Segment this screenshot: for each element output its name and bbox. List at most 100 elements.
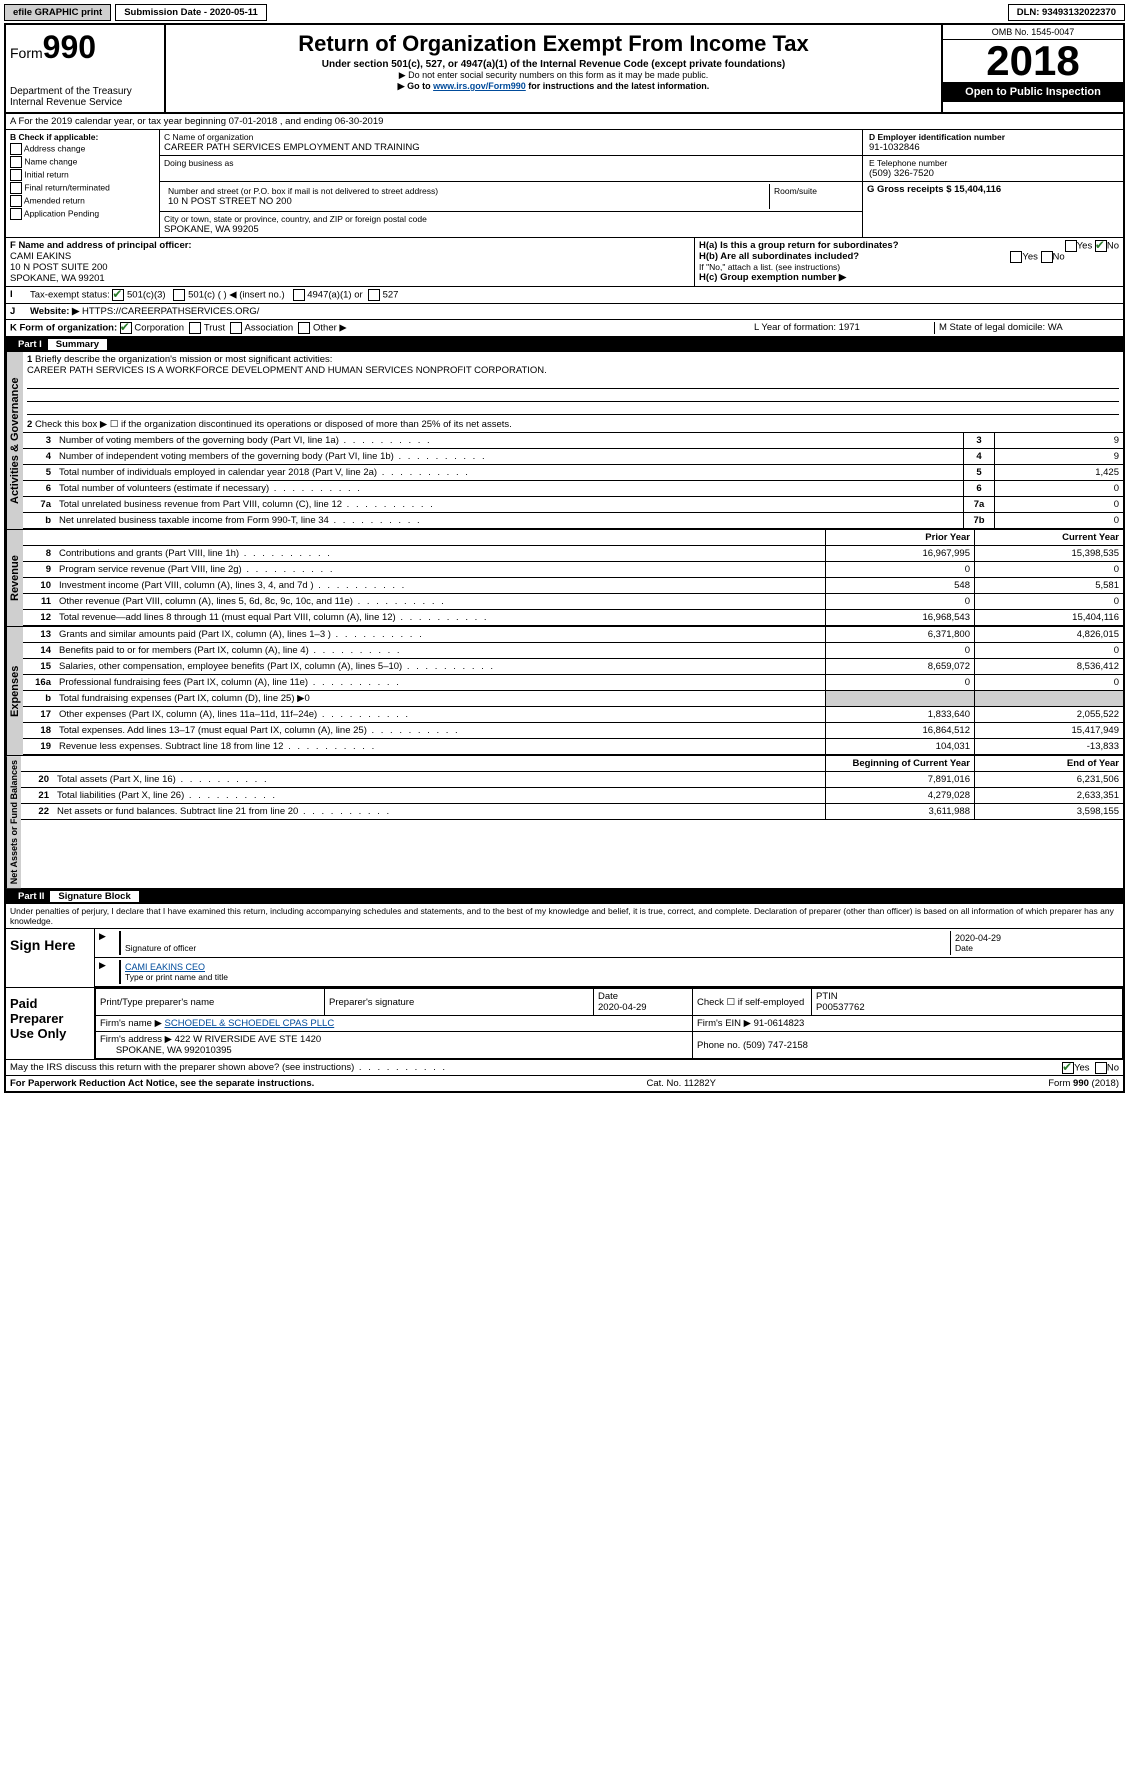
part2-head: Part II Signature Block	[6, 889, 1123, 904]
col-de: D Employer identification number 91-1032…	[863, 130, 1123, 237]
dept-treasury: Department of the Treasury	[10, 86, 160, 97]
city-label: City or town, state or province, country…	[164, 214, 858, 224]
declaration: Under penalties of perjury, I declare th…	[6, 904, 1123, 929]
prep-h2: Preparer's signature	[325, 989, 594, 1016]
sig-label: Signature of officer	[125, 943, 196, 953]
cb-pending: Application Pending	[10, 208, 155, 220]
open-public: Open to Public Inspection	[943, 82, 1123, 102]
sig-date: 2020-04-29	[955, 933, 1001, 943]
firm-name[interactable]: SCHOEDEL & SCHOEDEL CPAS PLLC	[165, 1018, 335, 1029]
top-bar: efile GRAPHIC print Submission Date - 20…	[4, 4, 1125, 21]
firm-ein: Firm's EIN ▶ 91-0614823	[693, 1016, 1123, 1032]
tab-revenue: Revenue	[6, 530, 23, 626]
preparer-table: Print/Type preparer's name Preparer's si…	[95, 988, 1123, 1059]
hb-row: H(b) Are all subordinates included? Yes …	[699, 251, 1119, 262]
dba-label: Doing business as	[164, 158, 858, 168]
tab-expenses: Expenses	[6, 627, 23, 755]
c-name-label: C Name of organization	[164, 132, 858, 142]
goto-pre: ▶ Go to	[398, 81, 433, 91]
tax-year: 2018	[943, 40, 1123, 82]
hdr-current-year: Current Year	[974, 530, 1123, 545]
tab-netassets: Net Assets or Fund Balances	[6, 756, 21, 888]
part2-title: Signature Block	[50, 891, 138, 902]
row-10: 10Investment income (Part VIII, column (…	[23, 578, 1123, 594]
gov-row-5: 5Total number of individuals employed in…	[23, 465, 1123, 481]
gov-row-6: 6Total number of volunteers (estimate if…	[23, 481, 1123, 497]
row-f-h: F Name and address of principal officer:…	[6, 238, 1123, 287]
irs-link[interactable]: www.irs.gov/Form990	[433, 81, 526, 91]
paid-preparer-block: Paid Preparer Use Only Print/Type prepar…	[6, 988, 1123, 1060]
row-j: J Website: ▶ HTTPS://CAREERPATHSERVICES.…	[6, 304, 1123, 320]
form-outer: Form990 Department of the Treasury Inter…	[4, 23, 1125, 1093]
irs-label: Internal Revenue Service	[10, 97, 160, 108]
revenue-section: Revenue Prior Year Current Year 8Contrib…	[6, 530, 1123, 627]
gov-row-7a: 7aTotal unrelated business revenue from …	[23, 497, 1123, 513]
form-header: Form990 Department of the Treasury Inter…	[6, 25, 1123, 114]
f-addr2: SPOKANE, WA 99201	[10, 273, 690, 284]
prep-h1: Print/Type preparer's name	[96, 989, 325, 1016]
part2-label: Part II	[12, 891, 50, 902]
hc-row: H(c) Group exemption number ▶	[699, 272, 1119, 283]
firm-phone: Phone no. (509) 747-2158	[693, 1032, 1123, 1059]
gov-row-4: 4Number of independent voting members of…	[23, 449, 1123, 465]
org-city: SPOKANE, WA 99205	[164, 224, 858, 235]
l-year: L Year of formation: 1971	[754, 322, 935, 334]
org-addr: 10 N POST STREET NO 200	[168, 196, 765, 207]
e-label: E Telephone number	[869, 158, 1117, 168]
f-addr1: 10 N POST SUITE 200	[10, 262, 690, 273]
officer-name[interactable]: CAMI EAKINS CEO	[125, 962, 205, 972]
form-990-label: Form990	[10, 29, 160, 66]
expenses-section: Expenses 13Grants and similar amounts pa…	[6, 627, 1123, 756]
row-21: 21Total liabilities (Part X, line 26) 4,…	[21, 788, 1123, 804]
cb-initial: Initial return	[10, 169, 155, 181]
row-15: 15Salaries, other compensation, employee…	[23, 659, 1123, 675]
phone: (509) 326-7520	[869, 168, 1117, 179]
l1-value: CAREER PATH SERVICES IS A WORKFORCE DEVE…	[27, 365, 547, 376]
form-title: Return of Organization Exempt From Incom…	[174, 31, 933, 57]
form-ref: Form 990 (2018)	[1048, 1078, 1119, 1089]
row-14: 14Benefits paid to or for members (Part …	[23, 643, 1123, 659]
cb-name: Name change	[10, 156, 155, 168]
l1-label: Briefly describe the organization's miss…	[35, 354, 333, 365]
d-label: D Employer identification number	[869, 132, 1117, 142]
dln-box: DLN: 93493132022370	[1008, 4, 1125, 21]
row-18: 18Total expenses. Add lines 13–17 (must …	[23, 723, 1123, 739]
prep-h4: Check ☐ if self-employed	[693, 989, 812, 1016]
row-13: 13Grants and similar amounts paid (Part …	[23, 627, 1123, 643]
row-16b: bTotal fundraising expenses (Part IX, co…	[23, 691, 1123, 707]
firm-addr: 422 W RIVERSIDE AVE STE 1420	[175, 1034, 322, 1045]
part1-head: Part I Summary	[6, 337, 1123, 352]
hdr-begin-year: Beginning of Current Year	[825, 756, 974, 771]
row-11: 11Other revenue (Part VIII, column (A), …	[23, 594, 1123, 610]
discuss-row: May the IRS discuss this return with the…	[6, 1060, 1123, 1076]
row-i: I Tax-exempt status: 501(c)(3) 501(c) ( …	[6, 287, 1123, 304]
sign-here-block: Sign Here ▶ Signature of officer 2020-04…	[6, 929, 1123, 988]
efile-box[interactable]: efile GRAPHIC print	[4, 4, 111, 21]
room-label: Room/suite	[774, 186, 854, 196]
col-b: B Check if applicable: Address change Na…	[6, 130, 160, 237]
row-klm: K Form of organization: Corporation Trus…	[6, 320, 1123, 337]
hdr-prior-year: Prior Year	[825, 530, 974, 545]
ptin: P00537762	[816, 1002, 865, 1013]
cb-address: Address change	[10, 143, 155, 155]
j-label: Website: ▶	[30, 306, 79, 317]
note-goto: ▶ Go to www.irs.gov/Form990 for instruct…	[174, 81, 933, 92]
addr-label: Number and street (or P.O. box if mail i…	[168, 186, 765, 196]
k-label: K Form of organization:	[10, 323, 117, 334]
hdr-end-year: End of Year	[974, 756, 1123, 771]
row-17: 17Other expenses (Part IX, column (A), l…	[23, 707, 1123, 723]
part1-title: Summary	[48, 339, 107, 350]
goto-post: for instructions and the latest informat…	[526, 81, 710, 91]
row-22: 22Net assets or fund balances. Subtract …	[21, 804, 1123, 820]
netassets-section: Net Assets or Fund Balances Beginning of…	[6, 756, 1123, 889]
f-label: F Name and address of principal officer:	[10, 240, 690, 251]
row-9: 9Program service revenue (Part VIII, lin…	[23, 562, 1123, 578]
row-20: 20Total assets (Part X, line 16) 7,891,0…	[21, 772, 1123, 788]
form-number: 990	[43, 29, 96, 65]
h-note: If "No," attach a list. (see instruction…	[699, 262, 1119, 272]
l2-label: Check this box ▶ ☐ if the organization d…	[35, 419, 512, 430]
section-bcde: B Check if applicable: Address change Na…	[6, 130, 1123, 238]
section-a: A For the 2019 calendar year, or tax yea…	[6, 114, 1123, 130]
tab-governance: Activities & Governance	[6, 352, 23, 529]
paid-label: Paid Preparer Use Only	[6, 988, 95, 1059]
